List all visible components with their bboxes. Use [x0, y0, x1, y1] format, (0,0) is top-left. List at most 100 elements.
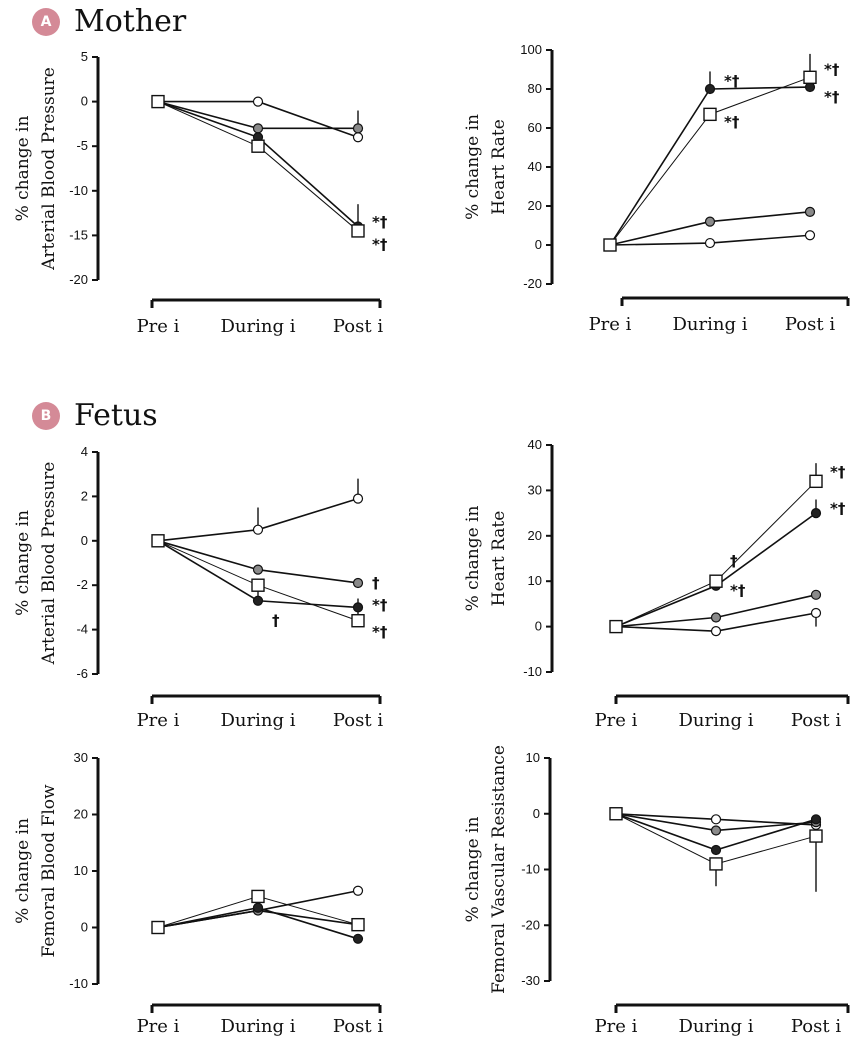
- data-point-square: [251, 889, 265, 904]
- y-tick-label: 40: [528, 159, 542, 174]
- data-point-square: [351, 614, 365, 628]
- data-point-open-circle: [252, 96, 264, 107]
- data-point-gray-circle: [252, 123, 264, 134]
- section-a-title: Mother: [74, 4, 187, 39]
- significance-annotation: †: [272, 612, 280, 630]
- y-tick-label: 2: [81, 488, 88, 503]
- data-point-black-circle: [352, 933, 364, 944]
- y-tick-label: -20: [523, 276, 542, 291]
- data-point-square: [351, 224, 365, 238]
- data-point-gray-circle: [810, 589, 822, 600]
- x-category-label: Post i: [333, 1016, 383, 1037]
- y-tick-label: 30: [74, 750, 88, 765]
- x-category-label: Post i: [791, 1016, 841, 1037]
- x-category-label: During i: [221, 1016, 296, 1037]
- y-tick-label: 0: [81, 94, 88, 109]
- y-tick-label: 80: [528, 81, 542, 96]
- significance-annotation: *†: [372, 213, 388, 231]
- data-point-open-circle: [352, 493, 364, 504]
- data-point-black-circle: [352, 602, 364, 613]
- section-b-label: B Fetus: [32, 398, 158, 433]
- x-category-label: Post i: [333, 710, 383, 731]
- y-tick-label: 10: [528, 573, 542, 588]
- data-point-black-circle: [252, 902, 264, 913]
- data-point-open-circle: [704, 237, 716, 249]
- x-category-label: During i: [673, 314, 748, 335]
- y-axis-label: % change in: [463, 817, 483, 923]
- data-point-square: [709, 574, 723, 588]
- data-point-open-circle: [710, 626, 722, 637]
- y-axis-label: Arterial Blood Pressure: [39, 67, 59, 271]
- x-category-label: Post i: [333, 316, 383, 337]
- x-category-label: Pre i: [595, 1016, 638, 1037]
- chart-fetus-heart-rate: 40 30 20 10 0 -10 Pre i During i Post i % change …: [463, 437, 850, 731]
- data-point-square: [251, 139, 265, 153]
- data-point-black-circle: [710, 844, 722, 856]
- y-axis-label: % change in: [13, 116, 33, 222]
- data-point-open-circle: [352, 132, 364, 143]
- data-point-gray-circle: [252, 564, 264, 575]
- series-line-gray-circle: [157, 540, 359, 584]
- y-axis-label: Heart Rate: [489, 511, 509, 607]
- y-tick-label: 20: [74, 807, 88, 822]
- x-category-label: Post i: [785, 314, 835, 335]
- y-tick-label: 20: [528, 528, 542, 543]
- x-category-label: During i: [679, 710, 754, 731]
- data-point-square: [703, 107, 717, 122]
- y-tick-label: -10: [69, 976, 88, 991]
- x-category-label: During i: [221, 316, 296, 337]
- y-tick-label: -15: [69, 227, 88, 242]
- data-point-square: [603, 238, 617, 252]
- data-point-black-circle: [252, 595, 264, 606]
- y-tick-label: -5: [76, 138, 88, 153]
- data-point-open-circle: [710, 814, 722, 825]
- significance-annotation: *†: [830, 463, 846, 481]
- data-point-square: [151, 920, 165, 935]
- x-category-label: Pre i: [137, 1016, 180, 1037]
- y-tick-label: 100: [520, 42, 542, 57]
- section-a-label: A Mother: [32, 4, 186, 39]
- y-tick-label: 0: [533, 806, 540, 821]
- x-category-label: Pre i: [595, 710, 638, 731]
- y-tick-label: 0: [81, 920, 88, 935]
- significance-annotation: †: [730, 552, 738, 570]
- series-line-open-square: [157, 101, 359, 232]
- y-axis-label: % change in: [463, 506, 483, 612]
- y-tick-label: 0: [535, 237, 542, 252]
- data-point-square: [609, 807, 623, 821]
- y-tick-label: -10: [69, 183, 88, 198]
- y-axis-label: Femoral Vascular Resistance: [489, 745, 509, 994]
- y-tick-label: 40: [528, 437, 542, 452]
- chart-fetus-femoral-vascular-resistance: 10 0 -10 -20 -30 Pre i During i Post i % change …: [463, 745, 850, 1037]
- significance-annotation: *†: [824, 61, 840, 79]
- data-point-black-circle: [704, 83, 716, 95]
- section-b-badge: B: [32, 401, 60, 430]
- significance-annotation: *†: [372, 596, 388, 614]
- data-point-square: [803, 70, 817, 84]
- data-point-square: [809, 829, 823, 843]
- y-tick-label: -2: [76, 577, 88, 592]
- y-tick-label: 0: [81, 533, 88, 548]
- data-point-gray-circle: [704, 216, 716, 227]
- data-point-square: [709, 857, 723, 871]
- y-tick-label: 10: [526, 750, 540, 765]
- data-point-open-circle: [252, 524, 264, 535]
- data-point-square: [609, 619, 623, 634]
- x-category-label: During i: [679, 1016, 754, 1037]
- y-tick-label: 4: [81, 444, 88, 459]
- y-tick-label: 0: [535, 619, 542, 634]
- chart-fetus-femoral-blood-flow: 30 20 10 0 -10 Pre i During i Post i % change in…: [13, 750, 383, 1037]
- y-tick-label: -20: [521, 917, 540, 932]
- data-point-gray-circle: [710, 825, 722, 836]
- significance-annotation: *†: [824, 88, 840, 106]
- data-point-gray-circle: [710, 612, 722, 623]
- series-line-open-square: [615, 480, 817, 628]
- series-line-black-circle: [157, 100, 359, 228]
- series-line-black-circle: [615, 512, 817, 628]
- y-tick-label: 30: [528, 482, 542, 497]
- y-tick-label: 60: [528, 120, 542, 135]
- x-category-label: Pre i: [137, 710, 180, 731]
- data-point-black-circle: [810, 814, 822, 825]
- significance-annotation: *†: [730, 581, 746, 599]
- y-axis-label: Femoral Blood Flow: [39, 784, 59, 958]
